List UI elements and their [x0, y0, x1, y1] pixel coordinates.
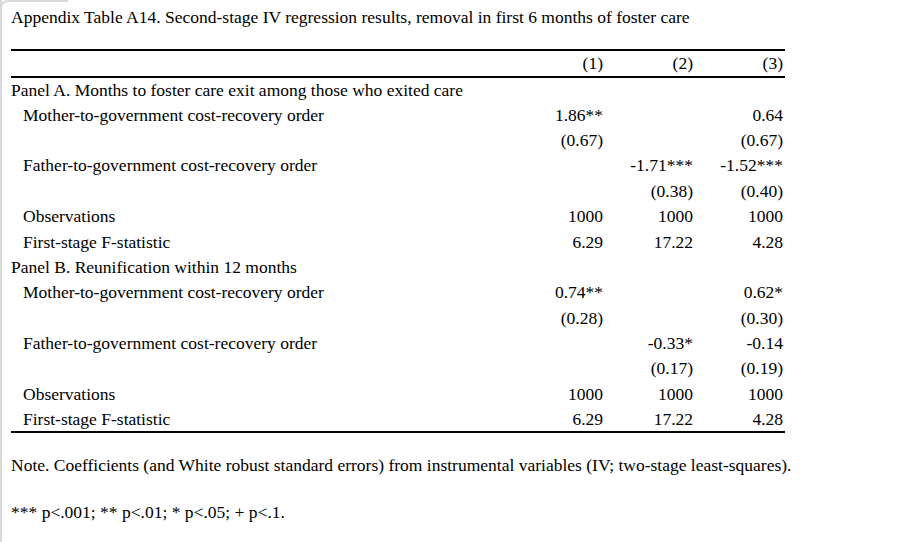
column-header-3: (3) [695, 50, 785, 77]
value-cell-col1: (0.67) [515, 128, 605, 153]
table-body: Panel A. Months to foster care exit amon… [11, 77, 785, 432]
value-cell-col3: -0.14 [695, 331, 785, 356]
row-label: Observations [11, 382, 515, 407]
value-cell-col1 [515, 331, 605, 356]
value-cell-col1: 1000 [515, 204, 605, 229]
value-cell-col3 [695, 255, 785, 280]
value-cell-col1: 6.29 [515, 229, 605, 254]
value-cell-col2: 17.22 [605, 407, 695, 432]
table-title: Appendix Table A14. Second-stage IV regr… [11, 6, 906, 28]
row-label [11, 356, 515, 381]
value-cell-col1 [515, 77, 605, 102]
row-label [11, 306, 515, 331]
table-row: (0.67) (0.67) [11, 128, 785, 153]
value-cell-col1: 1000 [515, 382, 605, 407]
value-cell-col1: 6.29 [515, 407, 605, 432]
value-cell-col1: 1.86** [515, 102, 605, 127]
row-label: First-stage F-statistic [11, 229, 515, 254]
value-cell-col3: (0.40) [695, 179, 785, 204]
panel-header-row: Panel A. Months to foster care exit amon… [11, 77, 785, 102]
row-label: Father-to-government cost-recovery order [11, 331, 515, 356]
table-row: Father-to-government cost-recovery order… [11, 153, 785, 178]
row-label: Father-to-government cost-recovery order [11, 153, 515, 178]
value-cell-col3: (0.67) [695, 128, 785, 153]
row-label: Mother-to-government cost-recovery order [11, 280, 515, 305]
table-row: Father-to-government cost-recovery order… [11, 331, 785, 356]
value-cell-col2: -0.33* [605, 331, 695, 356]
value-cell-col1: 0.74** [515, 280, 605, 305]
value-cell-col3: 1000 [695, 204, 785, 229]
table-row: (0.38)(0.40) [11, 179, 785, 204]
table-row: (0.28) (0.30) [11, 306, 785, 331]
panel-label: Panel A. Months to foster care exit amon… [11, 77, 515, 102]
column-header-1: (1) [515, 50, 605, 77]
panel-header-row: Panel B. Reunification within 12 months [11, 255, 785, 280]
value-cell-col1 [515, 179, 605, 204]
value-cell-col3: 4.28 [695, 229, 785, 254]
value-cell-col1: (0.28) [515, 306, 605, 331]
table-note: Note. Coefficients (and White robust sta… [11, 454, 906, 476]
value-cell-col2 [605, 77, 695, 102]
table-row: Observations100010001000 [11, 204, 785, 229]
value-cell-col3: 0.64 [695, 102, 785, 127]
value-cell-col2: (0.38) [605, 179, 695, 204]
column-header-row: (1) (2) (3) [11, 50, 785, 77]
value-cell-col2 [605, 102, 695, 127]
value-cell-col3: -1.52*** [695, 153, 785, 178]
significance-legend: *** p<.001; ** p<.01; * p<.05; + p<.1. [11, 501, 906, 523]
value-cell-col1 [515, 255, 605, 280]
value-cell-col3: 0.62* [695, 280, 785, 305]
value-cell-col2: 1000 [605, 204, 695, 229]
value-cell-col2: 1000 [605, 382, 695, 407]
document-page: Appendix Table A14. Second-stage IV regr… [0, 0, 916, 542]
value-cell-col2: (0.17) [605, 356, 695, 381]
value-cell-col2 [605, 280, 695, 305]
row-label: First-stage F-statistic [11, 407, 515, 432]
value-cell-col2 [605, 306, 695, 331]
row-label [11, 179, 515, 204]
table-row: Mother-to-government cost-recovery order… [11, 102, 785, 127]
regression-table: (1) (2) (3) Panel A. Months to foster ca… [11, 49, 785, 433]
value-cell-col2 [605, 255, 695, 280]
value-cell-col3 [695, 77, 785, 102]
row-label: Mother-to-government cost-recovery order [11, 102, 515, 127]
table-row: (0.17)(0.19) [11, 356, 785, 381]
value-cell-col2: 17.22 [605, 229, 695, 254]
value-cell-col1 [515, 153, 605, 178]
table-row: Mother-to-government cost-recovery order… [11, 280, 785, 305]
table-row: First-stage F-statistic6.2917.224.28 [11, 407, 785, 432]
column-header-2: (2) [605, 50, 695, 77]
table-row: First-stage F-statistic6.2917.224.28 [11, 229, 785, 254]
value-cell-col3: (0.19) [695, 356, 785, 381]
row-label [11, 128, 515, 153]
value-cell-col3: 1000 [695, 382, 785, 407]
table-row: Observations100010001000 [11, 382, 785, 407]
row-label: Observations [11, 204, 515, 229]
value-cell-col2: -1.71*** [605, 153, 695, 178]
value-cell-col1 [515, 356, 605, 381]
value-cell-col2 [605, 128, 695, 153]
value-cell-col3: (0.30) [695, 306, 785, 331]
column-header-spacer [11, 50, 515, 77]
value-cell-col3: 4.28 [695, 407, 785, 432]
panel-label: Panel B. Reunification within 12 months [11, 255, 515, 280]
